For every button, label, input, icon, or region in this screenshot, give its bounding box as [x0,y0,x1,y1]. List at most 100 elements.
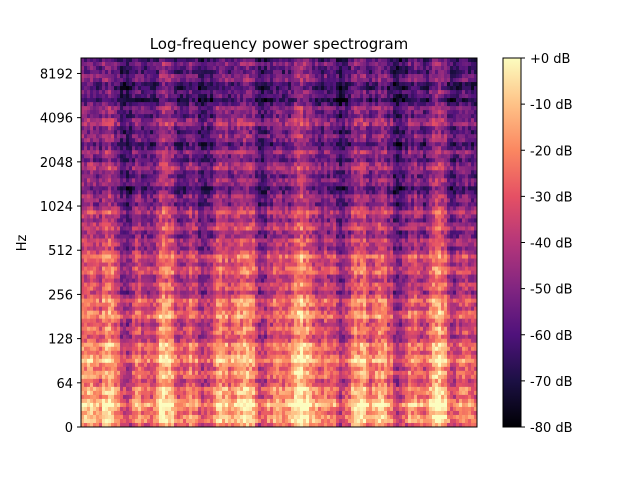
heatmap-cell [402,146,406,151]
heatmap-cell [144,70,148,75]
heatmap-cell [330,126,334,131]
heatmap-cell [267,174,271,179]
heatmap-cell [276,150,280,155]
heatmap-cell [417,110,421,115]
heatmap-cell [336,98,340,103]
heatmap-cell [411,82,415,87]
heatmap-cell [186,110,190,115]
heatmap-cell [390,158,394,163]
heatmap-cell [261,170,265,175]
heatmap-cell [243,90,247,95]
heatmap-cell [258,106,262,111]
heatmap-cell [279,106,283,111]
heatmap-cell [282,62,286,67]
heatmap-cell [87,94,91,99]
heatmap-cell [216,110,220,115]
heatmap-cell [402,82,406,87]
heatmap-cell [180,70,184,75]
heatmap-cell [246,170,250,175]
heatmap-cell [384,138,388,143]
heatmap-cell [156,90,160,95]
heatmap-cell [228,122,232,127]
heatmap-cell [150,82,154,87]
heatmap-cell [246,62,250,67]
heatmap-cell [378,74,382,79]
heatmap-cell [378,138,382,143]
heatmap-cell [393,98,397,103]
heatmap-cell [444,162,448,167]
heatmap-cell [474,94,477,99]
heatmap-cell [132,78,136,83]
heatmap-cell [333,90,337,95]
heatmap-cell [171,70,175,75]
heatmap-cell [396,122,400,127]
heatmap-cell [240,70,244,75]
heatmap-cell [225,70,229,75]
heatmap-cell [333,150,337,155]
heatmap-cell [189,170,193,175]
heatmap-cell [399,114,403,119]
heatmap-cell [450,166,454,171]
heatmap-cell [408,86,412,91]
heatmap-cell [207,90,211,95]
heatmap-cell [177,170,181,175]
heatmap-cell [270,174,274,179]
heatmap-cell [372,162,376,167]
heatmap-cell [216,146,220,151]
heatmap-cell [276,126,280,131]
heatmap-cell [402,86,406,91]
heatmap-cell [282,94,286,99]
heatmap-cell [177,110,181,115]
heatmap-cell [231,166,235,171]
heatmap-cell [303,78,307,83]
heatmap-cell [312,74,316,79]
heatmap-cell [186,58,190,63]
heatmap-cell [228,166,232,171]
heatmap-cell [114,126,118,131]
heatmap-cell [237,170,241,175]
heatmap-cell [102,62,106,67]
heatmap-cell [87,74,91,79]
heatmap-cell [453,102,457,107]
heatmap-cell [474,90,477,95]
heatmap-cell [111,150,115,155]
heatmap-cell [249,146,253,151]
heatmap-cell [252,146,256,151]
heatmap-cell [126,122,130,127]
heatmap-cell [282,138,286,143]
heatmap-cell [162,106,166,111]
heatmap-cell [339,70,343,75]
heatmap-cell [456,98,460,103]
heatmap-cell [342,166,346,171]
heatmap-cell [264,134,268,139]
heatmap-cell [237,58,241,63]
heatmap-cell [387,114,391,119]
heatmap-cell [408,82,412,87]
heatmap-cell [123,130,127,135]
heatmap-cell [324,154,328,159]
heatmap-cell [261,58,265,63]
heatmap-cell [294,58,298,63]
heatmap-cell [264,158,268,163]
heatmap-cell [315,90,319,95]
heatmap-cell [375,70,379,75]
heatmap-cell [186,134,190,139]
heatmap-cell [420,74,424,79]
heatmap-cell [240,118,244,123]
heatmap-cell [366,78,370,83]
heatmap-cell [183,102,187,107]
heatmap-cell [171,98,175,103]
heatmap-cell [459,142,463,147]
heatmap-cell [462,166,466,171]
heatmap-cell [378,90,382,95]
heatmap-cell [462,86,466,91]
heatmap-cell [423,142,427,147]
heatmap-cell [312,142,316,147]
heatmap-cell [321,130,325,135]
heatmap-cell [345,98,349,103]
heatmap-cell [249,86,253,91]
heatmap-cell [396,110,400,115]
heatmap-cell [126,114,130,119]
heatmap-cell [309,118,313,123]
heatmap-cell [105,66,109,71]
